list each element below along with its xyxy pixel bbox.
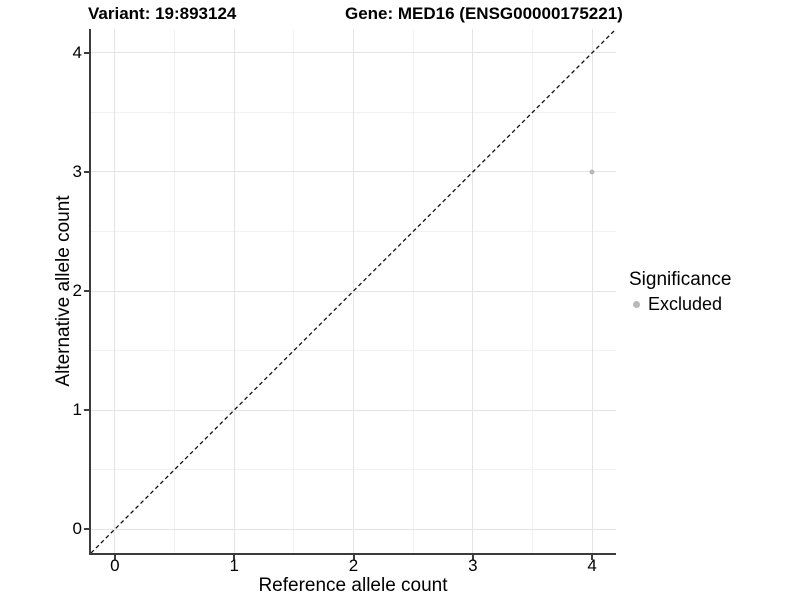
y-axis-tick bbox=[84, 528, 89, 531]
legend-entries: Excluded bbox=[629, 294, 731, 315]
x-axis-tick bbox=[471, 555, 474, 560]
plot-title-gene: Gene: MED16 (ENSG00000175221) bbox=[345, 4, 623, 23]
identity-dashed-line bbox=[91, 29, 616, 553]
y-tick-label: 4 bbox=[72, 42, 82, 62]
x-axis-tick bbox=[233, 555, 236, 560]
legend: Significance Excluded bbox=[629, 269, 731, 315]
x-axis-tick bbox=[113, 555, 116, 560]
major-gridline-y bbox=[91, 290, 616, 292]
legend-title: Significance bbox=[629, 269, 732, 290]
major-gridline-y bbox=[91, 52, 616, 54]
x-tick-label: 2 bbox=[348, 556, 359, 575]
major-gridline-y bbox=[91, 171, 616, 173]
x-tick-label: 3 bbox=[468, 556, 478, 575]
y-axis-line bbox=[89, 29, 91, 555]
x-tick-label: 0 bbox=[110, 556, 120, 575]
y-tick-label: 2 bbox=[72, 281, 82, 300]
y-axis-tick bbox=[84, 409, 89, 412]
y-tick-label: 1 bbox=[72, 400, 82, 420]
y-axis-tick bbox=[84, 170, 89, 173]
x-tick-label: 1 bbox=[229, 556, 239, 575]
y-tick-label: 0 bbox=[72, 519, 82, 539]
legend-key-dot bbox=[633, 301, 640, 308]
y-tick-label: 3 bbox=[72, 161, 82, 181]
plot-panel bbox=[91, 29, 616, 553]
plot-title-variant: Variant: 19:893124 bbox=[88, 4, 237, 23]
x-axis-line bbox=[89, 553, 616, 555]
major-gridline-y bbox=[91, 409, 616, 411]
x-tick-label: 4 bbox=[587, 556, 597, 575]
x-axis-tick bbox=[591, 555, 594, 560]
x-axis-tick bbox=[352, 555, 355, 560]
major-gridline-y bbox=[91, 528, 616, 530]
y-axis-tick bbox=[84, 290, 89, 292]
legend-item: Excluded bbox=[629, 294, 731, 315]
data-point bbox=[589, 169, 595, 175]
x-axis-title: Reference allele count bbox=[258, 575, 448, 596]
legend-item-label: Excluded bbox=[648, 294, 723, 314]
y-axis-tick bbox=[84, 51, 89, 54]
